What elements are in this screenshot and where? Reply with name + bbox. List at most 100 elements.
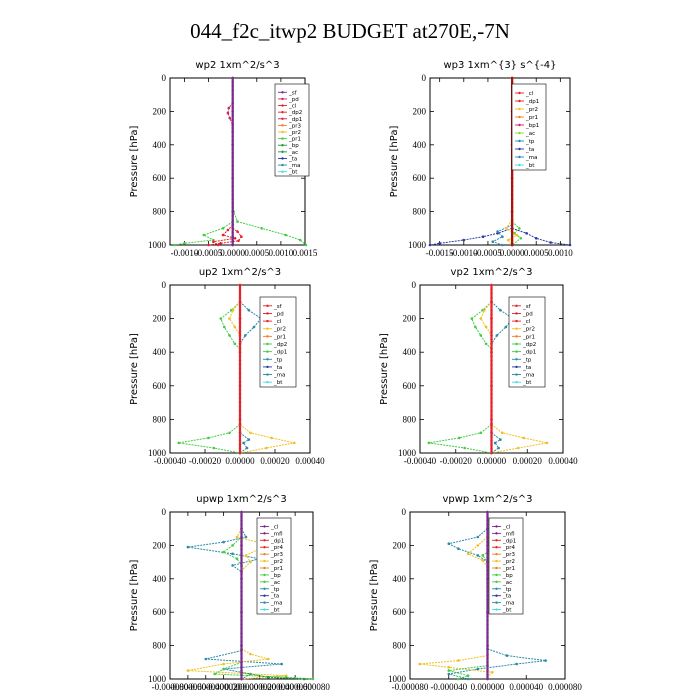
data-point xyxy=(231,189,234,192)
legend: _sf_pd _cl _pr2_pr1 _dp2 _dp1_tp _ta _ma_bt xyxy=(259,296,297,388)
data-point xyxy=(304,243,308,247)
data-point xyxy=(231,106,234,109)
data-point xyxy=(238,330,242,333)
y-tick-label: 0 xyxy=(162,507,167,517)
legend-label: _ma xyxy=(288,163,300,169)
legend-label: _sf xyxy=(522,304,532,310)
data-point xyxy=(231,544,234,547)
data-point xyxy=(518,227,521,230)
data-point xyxy=(231,231,234,234)
legend-label: _cl xyxy=(522,319,531,325)
y-tick-label: 600 xyxy=(153,381,167,391)
data-point xyxy=(231,235,234,238)
data-point xyxy=(486,594,489,597)
data-point xyxy=(490,300,493,303)
data-point xyxy=(499,308,502,312)
data-point xyxy=(510,177,514,180)
data-point xyxy=(534,237,538,240)
data-point xyxy=(486,590,489,593)
data-point xyxy=(486,531,489,535)
data-point xyxy=(466,552,470,556)
data-point xyxy=(202,233,206,237)
legend-label: _ac xyxy=(270,580,280,586)
data-point xyxy=(490,376,493,379)
data-point xyxy=(491,671,494,674)
data-point xyxy=(238,376,242,379)
data-point xyxy=(499,438,502,441)
data-point xyxy=(238,313,242,316)
data-point xyxy=(231,126,234,130)
data-point xyxy=(238,309,242,312)
data-point xyxy=(238,422,242,425)
data-point xyxy=(510,227,514,230)
legend-label: _cl xyxy=(270,524,279,530)
data-point xyxy=(240,556,243,560)
data-point xyxy=(428,243,432,247)
data-point xyxy=(231,85,234,88)
legend-marker xyxy=(266,327,269,330)
data-point xyxy=(486,540,489,543)
legend-marker xyxy=(281,130,284,134)
data-point xyxy=(510,202,514,205)
y-tick-label: 200 xyxy=(413,106,427,116)
legend-marker xyxy=(281,163,284,167)
data-point xyxy=(427,441,431,445)
x-tick-label: 0.000060 xyxy=(278,682,312,692)
series-line xyxy=(491,301,514,345)
legend-marker xyxy=(266,319,269,323)
data-point xyxy=(486,623,489,626)
data-point xyxy=(457,677,460,681)
y-tick-label: 200 xyxy=(153,540,167,550)
legend-label: _ta xyxy=(273,365,282,371)
legend-label: _dp2 xyxy=(273,342,287,348)
x-tick-label: -0.000040 xyxy=(430,682,467,692)
x-tick-label: 0.000080 xyxy=(548,682,582,692)
legend-label: _ac xyxy=(288,150,298,156)
data-point xyxy=(231,222,234,226)
data-point xyxy=(240,544,243,547)
legend-label: _pr3 xyxy=(270,552,284,558)
legend-marker xyxy=(495,559,498,563)
data-point xyxy=(222,662,225,666)
y-tick-label: 600 xyxy=(413,173,427,183)
data-point xyxy=(233,237,237,240)
data-point xyxy=(231,81,234,84)
legend-marker xyxy=(495,546,498,549)
legend-marker xyxy=(515,350,518,353)
data-point xyxy=(240,531,243,535)
data-point xyxy=(481,559,485,562)
data-point xyxy=(486,644,489,647)
legend-label: _pr4 xyxy=(270,545,284,551)
legend-marker xyxy=(518,147,521,151)
data-point xyxy=(267,657,270,661)
data-point xyxy=(238,359,242,362)
legend-marker xyxy=(263,580,266,584)
plot-title: vpwp 1xm^2/s^3 xyxy=(442,494,532,505)
x-tick-label: -0.0005 xyxy=(195,248,223,258)
data-point xyxy=(490,435,493,438)
data-point xyxy=(466,677,470,681)
data-point xyxy=(490,426,493,429)
x-tick-label: -0.0005 xyxy=(474,248,502,258)
data-point xyxy=(490,401,493,404)
data-point xyxy=(510,185,514,188)
data-point xyxy=(240,565,243,568)
legend-marker xyxy=(518,139,521,143)
legend-label: _bt xyxy=(502,608,512,614)
legend-label: _bt xyxy=(288,170,298,176)
series-line xyxy=(239,301,262,345)
x-tick-label: 0.0000 xyxy=(500,248,525,258)
data-point xyxy=(486,515,489,518)
y-tick-label: 600 xyxy=(153,173,167,183)
data-point xyxy=(183,242,186,245)
data-point xyxy=(470,317,474,320)
x-tick-label: 0.000040 xyxy=(260,682,294,692)
data-point xyxy=(486,615,489,618)
legend-label: _bp1 xyxy=(525,123,539,129)
legend-marker xyxy=(515,312,518,315)
data-point xyxy=(231,185,234,188)
data-point xyxy=(233,342,237,346)
series-line xyxy=(222,536,242,566)
legend-label: _ma xyxy=(525,155,537,161)
data-point xyxy=(244,535,248,539)
